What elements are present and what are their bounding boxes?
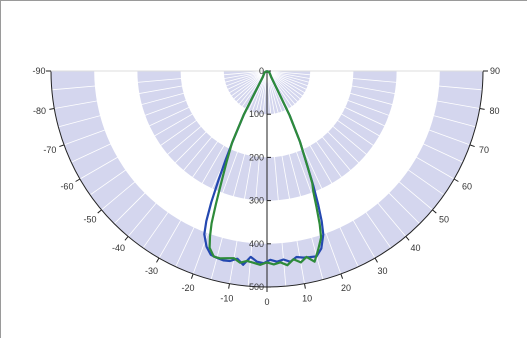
angle-tick [124, 236, 129, 241]
radial-tick-label: 0 [259, 66, 264, 76]
radial-tick-label: 100 [249, 109, 264, 119]
angle-tick-label: 70 [479, 145, 489, 155]
radial-tick-label: 300 [249, 196, 264, 206]
angle-tick-label: -40 [112, 243, 125, 253]
angle-tick-label: -90 [32, 66, 45, 76]
angle-gridline [71, 70, 268, 163]
angle-gridline [266, 70, 433, 211]
angle-tick [432, 209, 437, 214]
radial-tick-label: 400 [249, 239, 264, 249]
angle-tick [304, 283, 306, 289]
angle-tick-label: 90 [490, 66, 500, 76]
angle-tick [405, 236, 410, 241]
angle-tick [190, 273, 194, 279]
angle-gridline [266, 70, 455, 180]
angle-gridline [266, 70, 305, 284]
angle-tick [374, 257, 378, 263]
angle-gridline [266, 70, 476, 128]
angle-gridline [142, 70, 268, 249]
angle-gridline [127, 70, 268, 237]
angle-gridline [54, 70, 268, 109]
labels: 0100200300400500-90-80-70-60-50-40-30-20… [32, 66, 500, 307]
angle-gridline [266, 70, 471, 146]
angle-tick [479, 108, 485, 110]
angle-gridline [266, 70, 287, 287]
angle-tick-label: 80 [489, 106, 499, 116]
series-line-2 [208, 70, 323, 267]
angle-gridline [266, 70, 324, 280]
angle-tick-label: -60 [60, 182, 73, 192]
angle-tick [228, 283, 230, 289]
angle-gridline [266, 70, 342, 275]
angle-gridline [266, 70, 445, 196]
angle-gridline [101, 70, 268, 211]
angle-tick [75, 178, 81, 182]
angle-tick-label: 60 [462, 182, 472, 192]
angle-tick-label: -80 [33, 106, 46, 116]
angle-tick [156, 257, 160, 263]
angle-gridline [63, 70, 268, 146]
angle-gridline [266, 70, 376, 259]
radial-band [137, 71, 397, 201]
angle-gridline [266, 70, 463, 163]
angle-gridline [266, 70, 407, 237]
angle-gridline [79, 70, 268, 180]
series-layer [203, 70, 325, 267]
angle-tick-label: 10 [302, 293, 312, 303]
angle-tick [49, 108, 55, 110]
angle-gridline [58, 70, 268, 128]
angle-tick-label: -10 [220, 293, 233, 303]
angle-tick [59, 144, 65, 148]
angle-tick [340, 273, 344, 279]
angle-tick-label: -20 [181, 283, 194, 293]
angle-gridline [266, 70, 480, 109]
angle-tick [97, 209, 102, 214]
angle-tick-label: -30 [145, 266, 158, 276]
angle-gridline [266, 70, 359, 267]
angle-tick-label: 20 [341, 283, 351, 293]
angle-gridline [113, 70, 268, 225]
angle-gridline [51, 70, 268, 91]
angle-gridline [247, 70, 268, 287]
angle-tick-label: 0 [264, 297, 269, 307]
angle-tick [469, 144, 475, 148]
radial-tick-label: 500 [249, 282, 264, 292]
angle-tick-label: -70 [43, 145, 56, 155]
axes [46, 70, 488, 292]
angle-gridline [266, 70, 421, 225]
angle-gridline [89, 70, 268, 196]
angle-tick [453, 178, 459, 182]
angle-gridline [266, 70, 483, 91]
angle-grid [51, 70, 483, 287]
angle-tick-label: 40 [410, 243, 420, 253]
angle-gridline [210, 70, 268, 280]
angle-tick-label: -50 [84, 214, 97, 224]
radial-band [51, 71, 483, 287]
radial-tick-label: 200 [249, 152, 264, 162]
angle-tick-label: 30 [377, 266, 387, 276]
angle-tick-label: 50 [439, 214, 449, 224]
angle-gridline [229, 70, 268, 284]
angle-gridline [266, 70, 392, 249]
